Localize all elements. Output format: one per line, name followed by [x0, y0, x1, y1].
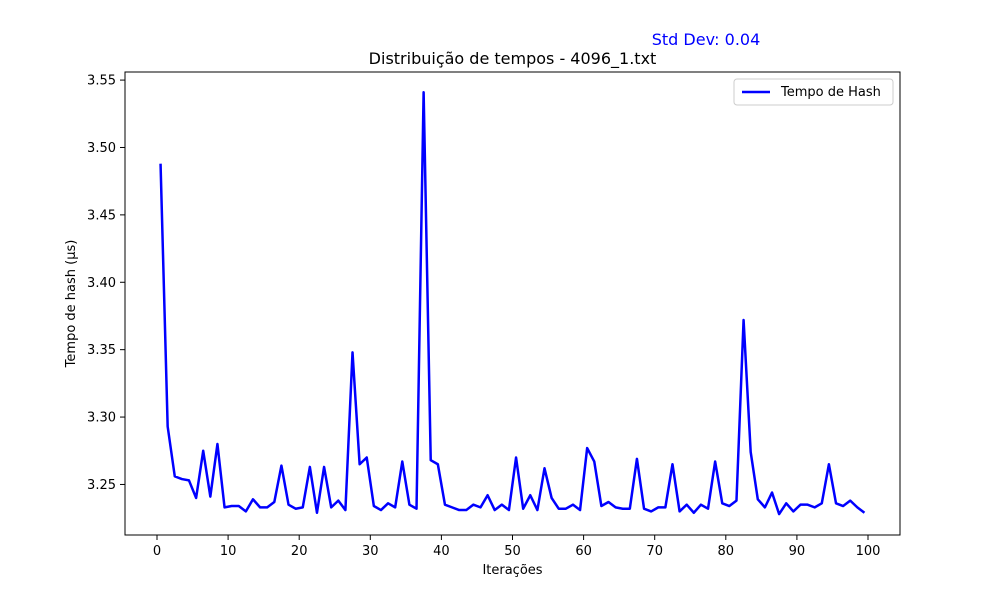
y-tick-label: 3.55 — [87, 74, 116, 89]
x-tick-label: 70 — [646, 544, 663, 559]
x-tick-label: 10 — [220, 544, 237, 559]
x-axis-label: Iterações — [482, 563, 542, 578]
std-dev-annotation: Std Dev: 0.04 — [652, 30, 761, 49]
x-tick-label: 90 — [789, 544, 806, 559]
y-tick-label: 3.40 — [87, 276, 116, 291]
x-tick-label: 30 — [362, 544, 379, 559]
x-tick-label: 60 — [575, 544, 592, 559]
x-tick-label: 40 — [433, 544, 450, 559]
y-tick-label: 3.45 — [87, 208, 116, 223]
x-axis: 0 10 20 30 40 50 60 70 80 90 100 — [153, 535, 881, 559]
y-tick-label: 3.30 — [87, 411, 116, 426]
plot-frame — [124, 71, 901, 536]
plot-area — [159, 90, 866, 516]
x-tick-label: 100 — [856, 544, 881, 559]
y-tick-label: 3.25 — [87, 478, 116, 493]
x-tick-label: 50 — [504, 544, 521, 559]
y-axis-label: Tempo de hash (µs) — [64, 240, 79, 369]
legend: Tempo de Hash — [733, 78, 894, 106]
x-tick-label: 0 — [153, 544, 161, 559]
x-tick-label: 20 — [291, 544, 308, 559]
y-tick-label: 3.50 — [87, 141, 116, 156]
x-tick-label: 80 — [718, 544, 735, 559]
y-axis: 3.25 3.30 3.35 3.40 3.45 3.50 3.55 — [87, 74, 125, 493]
legend-label: Tempo de Hash — [780, 85, 881, 100]
annotation-layer: Std Dev: 0.04 — [652, 30, 761, 49]
y-tick-label: 3.35 — [87, 343, 116, 358]
series-line-0 — [159, 90, 866, 516]
legend-box — [733, 78, 894, 106]
chart-title: Distribuição de tempos - 4096_1.txt — [369, 49, 657, 69]
